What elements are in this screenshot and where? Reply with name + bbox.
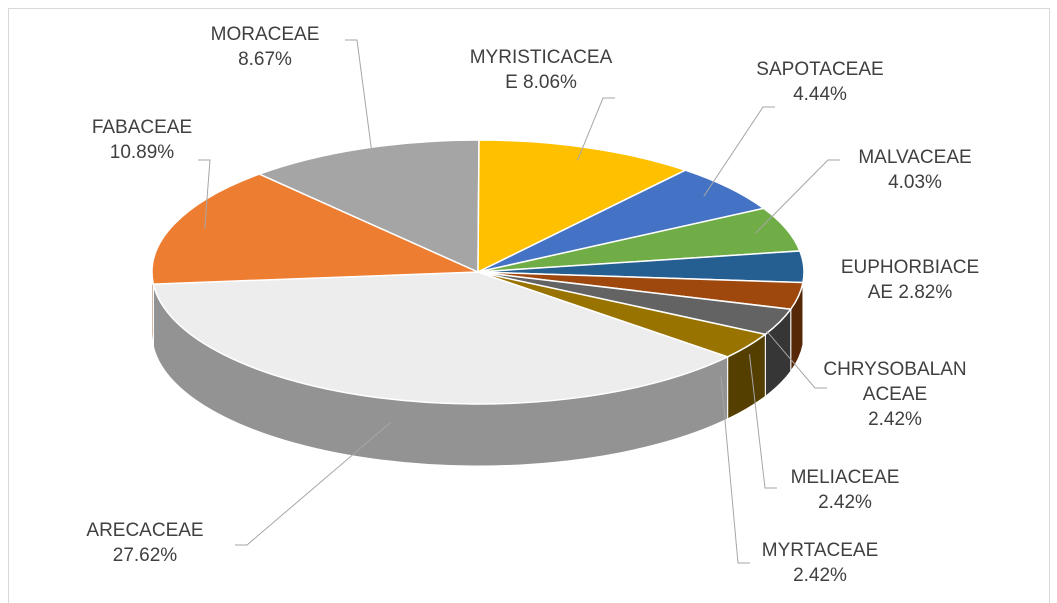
label-value: 2.42%	[868, 409, 922, 430]
data-label: ARECACEAE 27.62%	[60, 518, 230, 568]
data-label: EUPHORBIACEAE 2.82%	[835, 255, 985, 305]
leader-line	[577, 97, 615, 161]
label-name: CHRYSOBALANACEAE	[823, 359, 967, 405]
label-value: 8.06%	[523, 72, 577, 93]
slice	[477, 169, 766, 273]
label-value: 27.62%	[112, 545, 178, 566]
label-name: MORACEAE	[210, 24, 320, 45]
label-value: 2.42%	[793, 565, 847, 586]
label-value: 8.67%	[238, 49, 292, 70]
data-label: MYRISTICACEAE 8.06%	[466, 45, 616, 95]
label-value: 2.82%	[898, 282, 953, 303]
leader-line	[720, 375, 750, 564]
slice	[151, 173, 479, 285]
slice	[477, 139, 688, 274]
label-name: ARECACEAE	[86, 520, 204, 541]
label-name: MYRISTICACEAE	[469, 47, 613, 93]
label-value: 4.44%	[793, 84, 847, 105]
chart-border	[8, 8, 1050, 603]
data-label: MORACEAE 8.67%	[185, 22, 345, 72]
data-label: MALVACEAE 4.03%	[840, 145, 990, 195]
data-label: MYRTACEAE 2.42%	[745, 538, 895, 588]
label-name: SAPOTACEAE	[756, 59, 884, 80]
data-label: SAPOTACEAE 4.44%	[745, 57, 895, 107]
label-name: MYRTACEAE	[761, 540, 879, 561]
label-name: MELIACEAE	[790, 467, 900, 488]
slice	[477, 271, 768, 358]
data-label: FABACEAE 10.89%	[62, 115, 222, 165]
slice	[152, 271, 730, 405]
label-value: 4.03%	[888, 172, 942, 193]
leader-line	[198, 159, 211, 229]
label-value: 2.42%	[818, 492, 872, 513]
data-label: MELIACEAE 2.42%	[770, 465, 920, 515]
label-value: 10.89%	[109, 142, 175, 163]
leader-line	[235, 422, 391, 546]
leader-line	[755, 159, 840, 234]
label-name: FABACEAE	[91, 117, 193, 138]
slice	[257, 139, 480, 274]
data-label: CHRYSOBALANACEAE 2.42%	[820, 357, 970, 432]
label-name: MALVACEAE	[858, 147, 972, 168]
leader-line	[748, 354, 777, 489]
leader-line	[766, 330, 827, 389]
leader-line	[345, 39, 374, 162]
leader-line	[703, 106, 775, 197]
label-name: EUPHORBIACEAE	[840, 257, 980, 303]
